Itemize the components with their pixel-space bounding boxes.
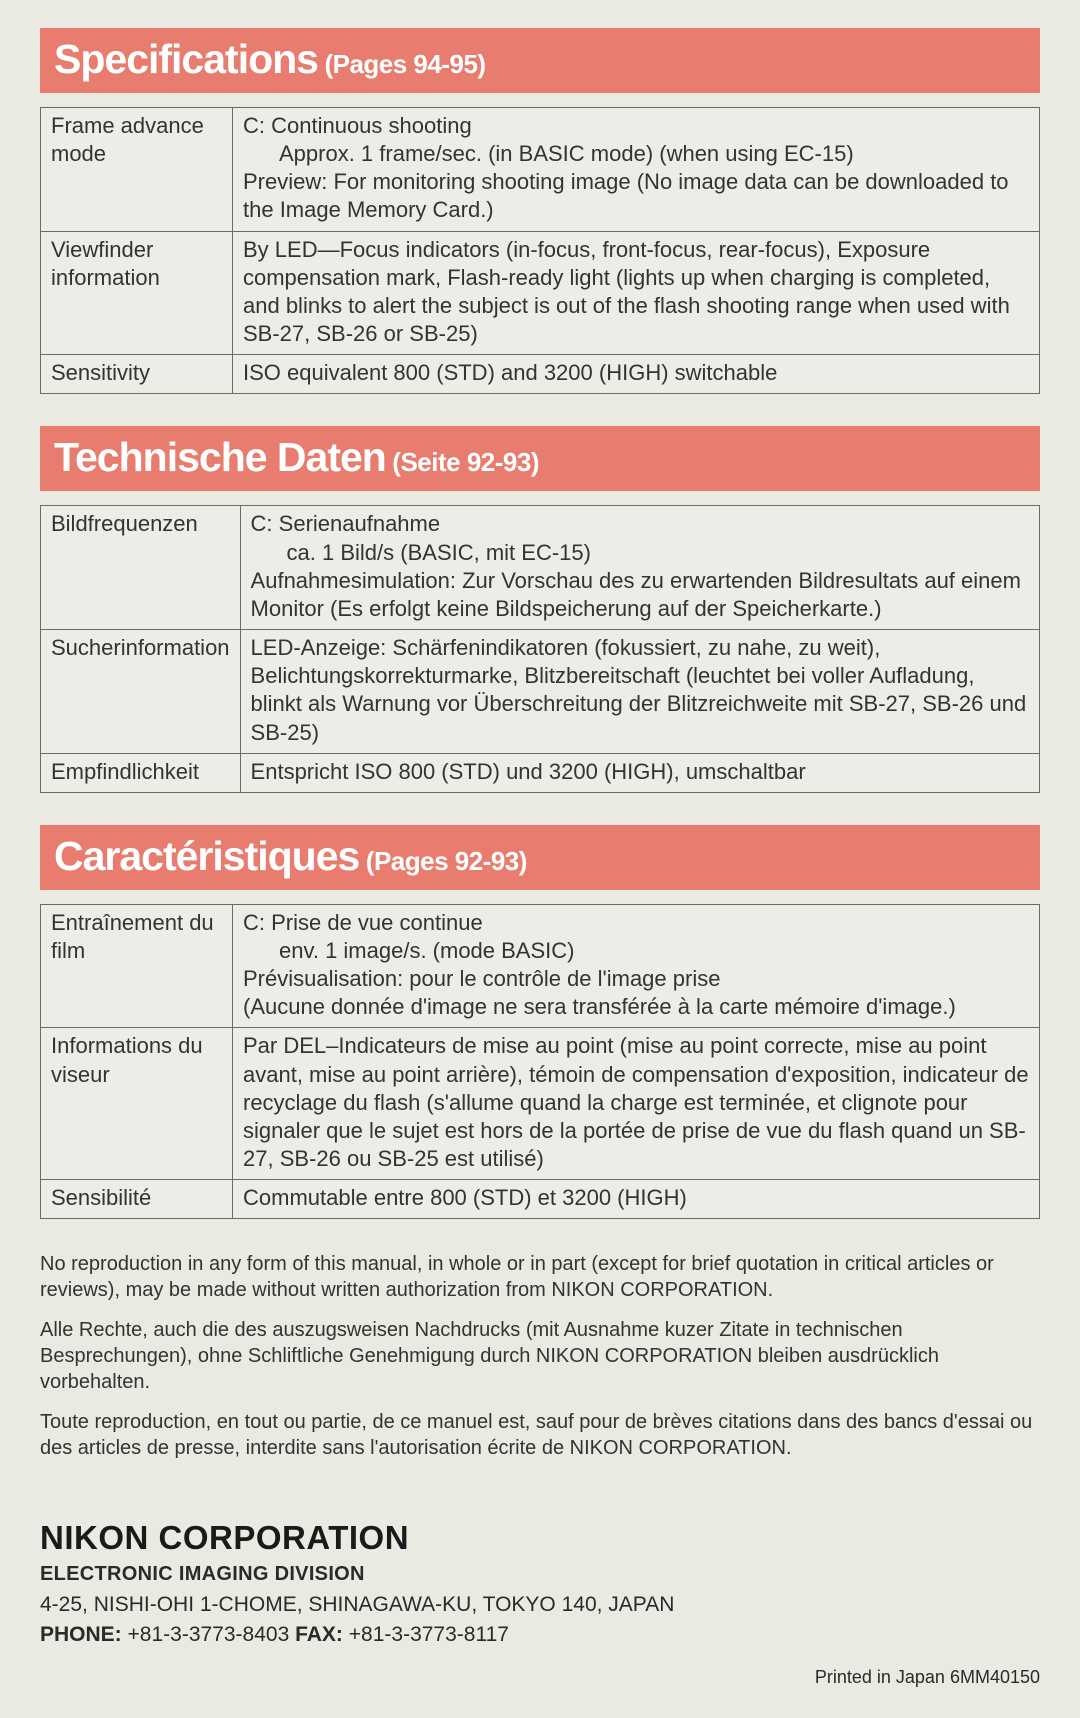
- section-header-specifications: Specifications (Pages 94-95): [40, 28, 1040, 93]
- address: 4-25, NISHI-OHI 1-CHOME, SHINAGAWA-KU, T…: [40, 1590, 1040, 1619]
- spec-value: Par DEL–Indicateurs de mise au point (mi…: [233, 1028, 1040, 1180]
- section-header-caracteristiques: Caractéristiques (Pages 92-93): [40, 825, 1040, 890]
- table-row: Empfindlichkeit Entspricht ISO 800 (STD)…: [41, 753, 1040, 792]
- section-header-technische-daten: Technische Daten (Seite 92-93): [40, 426, 1040, 491]
- legal-text-fr: Toute reproduction, en tout ou partie, d…: [40, 1409, 1040, 1461]
- phone-number: +81-3-3773-8403: [128, 1623, 290, 1646]
- spec-label: Sucherinformation: [41, 630, 241, 754]
- spec-label: Frame advance mode: [41, 108, 233, 232]
- legal-text-de: Alle Rechte, auch die des auszugsweisen …: [40, 1317, 1040, 1395]
- fax-label: FAX:: [295, 1623, 343, 1646]
- footer: NIKON CORPORATION ELECTRONIC IMAGING DIV…: [40, 1519, 1040, 1688]
- spec-value: Commutable entre 800 (STD) et 3200 (HIGH…: [233, 1180, 1040, 1219]
- spec-value: C: Serienaufnahme ca. 1 Bild/s (BASIC, m…: [240, 506, 1039, 630]
- spec-table-de: Bildfrequenzen C: Serienaufnahme ca. 1 B…: [40, 505, 1040, 792]
- section-subtitle: (Seite 92-93): [392, 447, 539, 477]
- spec-table-fr: Entraînement du film C: Prise de vue con…: [40, 904, 1040, 1220]
- contact-line: PHONE: +81-3-3773-8403 FAX: +81-3-3773-8…: [40, 1620, 1040, 1649]
- spec-value: C: Continuous shooting Approx. 1 frame/s…: [233, 108, 1040, 232]
- fax-number: +81-3-3773-8117: [349, 1623, 509, 1646]
- table-row: Sensibilité Commutable entre 800 (STD) e…: [41, 1180, 1040, 1219]
- section-title: Technische Daten: [54, 434, 386, 480]
- spec-label: Sensibilité: [41, 1180, 233, 1219]
- spec-label: Viewfinder information: [41, 231, 233, 355]
- spec-value: LED-Anzeige: Schärfenindikatoren (fokuss…: [240, 630, 1039, 754]
- section-subtitle: (Pages 94-95): [324, 49, 485, 79]
- section-title: Caractéristiques: [54, 833, 359, 879]
- legal-text-en: No reproduction in any form of this manu…: [40, 1251, 1040, 1303]
- spec-label: Sensitivity: [41, 355, 233, 394]
- division-name: ELECTRONIC IMAGING DIVISION: [40, 1563, 1040, 1586]
- section-title: Specifications: [54, 36, 318, 82]
- spec-label: Informations du viseur: [41, 1028, 233, 1180]
- table-row: Informations du viseur Par DEL–Indicateu…: [41, 1028, 1040, 1180]
- spec-value: C: Prise de vue continue env. 1 image/s.…: [233, 904, 1040, 1028]
- table-row: Sucherinformation LED-Anzeige: Schärfeni…: [41, 630, 1040, 754]
- table-row: Sensitivity ISO equivalent 800 (STD) and…: [41, 355, 1040, 394]
- spec-value: Entspricht ISO 800 (STD) und 3200 (HIGH)…: [240, 753, 1039, 792]
- spec-table-en: Frame advance mode C: Continuous shootin…: [40, 107, 1040, 394]
- spec-value: ISO equivalent 800 (STD) and 3200 (HIGH)…: [233, 355, 1040, 394]
- table-row: Frame advance mode C: Continuous shootin…: [41, 108, 1040, 232]
- table-row: Viewfinder information By LED—Focus indi…: [41, 231, 1040, 355]
- printed-in: Printed in Japan 6MM40150: [40, 1667, 1040, 1688]
- phone-label: PHONE:: [40, 1623, 122, 1646]
- company-name: NIKON CORPORATION: [40, 1519, 1040, 1557]
- table-row: Bildfrequenzen C: Serienaufnahme ca. 1 B…: [41, 506, 1040, 630]
- table-row: Entraînement du film C: Prise de vue con…: [41, 904, 1040, 1028]
- spec-label: Entraînement du film: [41, 904, 233, 1028]
- spec-label: Empfindlichkeit: [41, 753, 241, 792]
- spec-label: Bildfrequenzen: [41, 506, 241, 630]
- section-subtitle: (Pages 92-93): [366, 846, 527, 876]
- spec-value: By LED—Focus indicators (in-focus, front…: [233, 231, 1040, 355]
